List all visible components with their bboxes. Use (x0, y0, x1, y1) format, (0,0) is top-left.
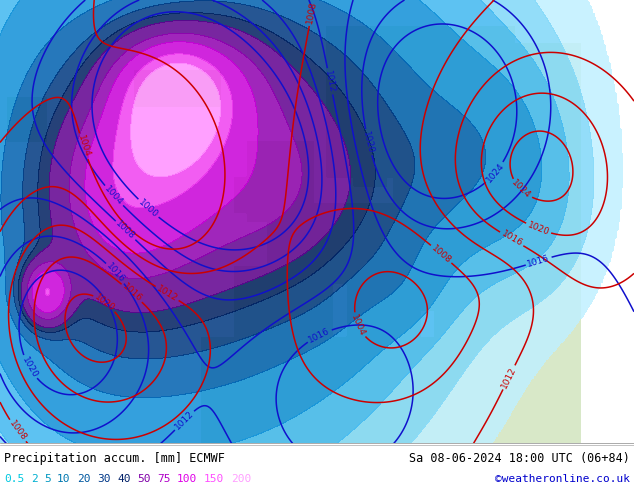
Text: 1020: 1020 (526, 220, 551, 237)
Text: Precipitation accum. [mm] ECMWF: Precipitation accum. [mm] ECMWF (4, 452, 225, 465)
Text: 1012: 1012 (500, 365, 518, 390)
Text: 10: 10 (57, 474, 70, 484)
Text: 30: 30 (97, 474, 110, 484)
Text: 1024: 1024 (484, 161, 506, 184)
Text: ©weatheronline.co.uk: ©weatheronline.co.uk (495, 474, 630, 484)
Text: 1012: 1012 (173, 409, 196, 432)
Text: 1016: 1016 (307, 326, 332, 344)
Text: 50: 50 (137, 474, 150, 484)
Text: 1008: 1008 (114, 219, 137, 242)
Text: 1020: 1020 (361, 130, 375, 154)
Text: 1016: 1016 (526, 253, 551, 269)
Text: Sa 08-06-2024 18:00 UTC (06+84): Sa 08-06-2024 18:00 UTC (06+84) (409, 452, 630, 465)
Text: 1008: 1008 (7, 419, 28, 443)
Text: 1024: 1024 (510, 178, 533, 201)
Text: 1000: 1000 (137, 197, 160, 220)
Text: 1016: 1016 (105, 262, 126, 285)
Text: 1016: 1016 (120, 282, 143, 304)
Text: 75: 75 (157, 474, 171, 484)
Text: 200: 200 (231, 474, 251, 484)
Text: 1020: 1020 (93, 292, 117, 313)
Text: 1004: 1004 (103, 184, 125, 207)
Text: 0.5: 0.5 (4, 474, 24, 484)
Text: 1016: 1016 (500, 229, 524, 248)
Text: 150: 150 (204, 474, 224, 484)
Text: 40: 40 (117, 474, 131, 484)
Text: 1012: 1012 (323, 69, 337, 94)
Text: 20: 20 (77, 474, 91, 484)
Text: 1008: 1008 (305, 0, 318, 25)
Text: 1012: 1012 (155, 284, 179, 303)
Text: 1004: 1004 (349, 313, 367, 338)
Text: 5: 5 (44, 474, 51, 484)
Text: 1008: 1008 (429, 243, 453, 265)
Text: 100: 100 (177, 474, 197, 484)
Text: 1020: 1020 (20, 355, 39, 379)
Text: 1004: 1004 (75, 134, 91, 158)
Text: 2: 2 (31, 474, 38, 484)
